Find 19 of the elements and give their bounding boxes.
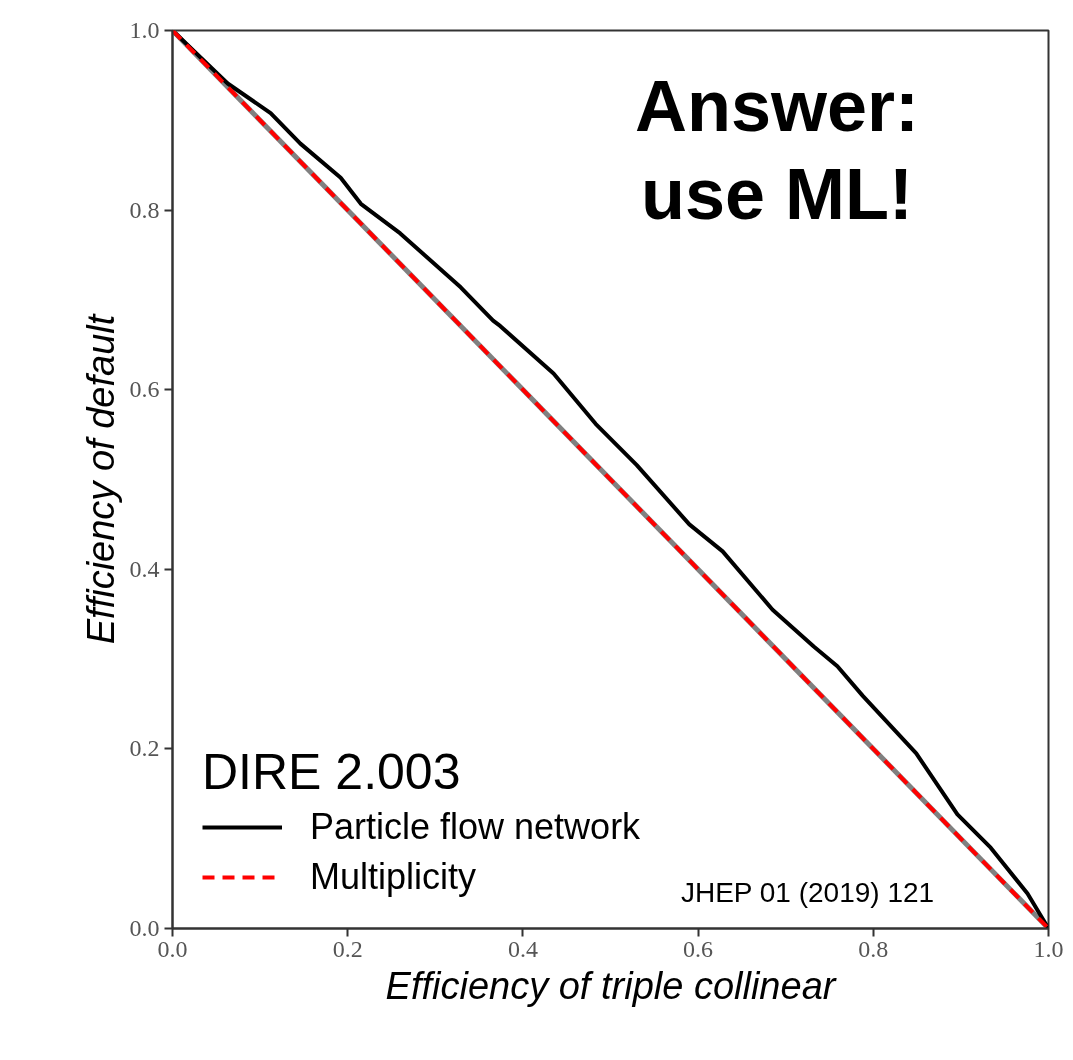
x-tick-label: 0.6 <box>683 935 714 962</box>
legend-title: DIRE 2.003 <box>202 743 462 801</box>
x-tick-label: 0.8 <box>858 935 889 962</box>
x-tick-label: 1.0 <box>1033 935 1064 962</box>
x-tick-label: 0.2 <box>332 935 363 962</box>
y-tick-label: 0.8 <box>129 196 160 223</box>
x-tick-label: 0.4 <box>507 935 538 962</box>
x-tick-label: 0.0 <box>157 935 188 962</box>
y-tick-label: 1.0 <box>129 17 160 43</box>
annotation: Answer: use ML! <box>634 66 919 235</box>
y-tick-label: 0.2 <box>129 735 160 762</box>
y-tick-label: 0.0 <box>129 915 160 941</box>
legend-label: Multiplicity <box>310 856 477 898</box>
x-axis-title: Efficiency of triple collinear <box>385 964 837 1007</box>
y-axis-title: Efficiency of default <box>79 313 122 645</box>
annotation: JHEP 01 (2019) 121 <box>680 877 935 909</box>
y-tick-label: 0.4 <box>129 555 160 582</box>
legend-label: Particle flow network <box>310 806 641 848</box>
y-tick-label: 0.6 <box>129 376 160 403</box>
